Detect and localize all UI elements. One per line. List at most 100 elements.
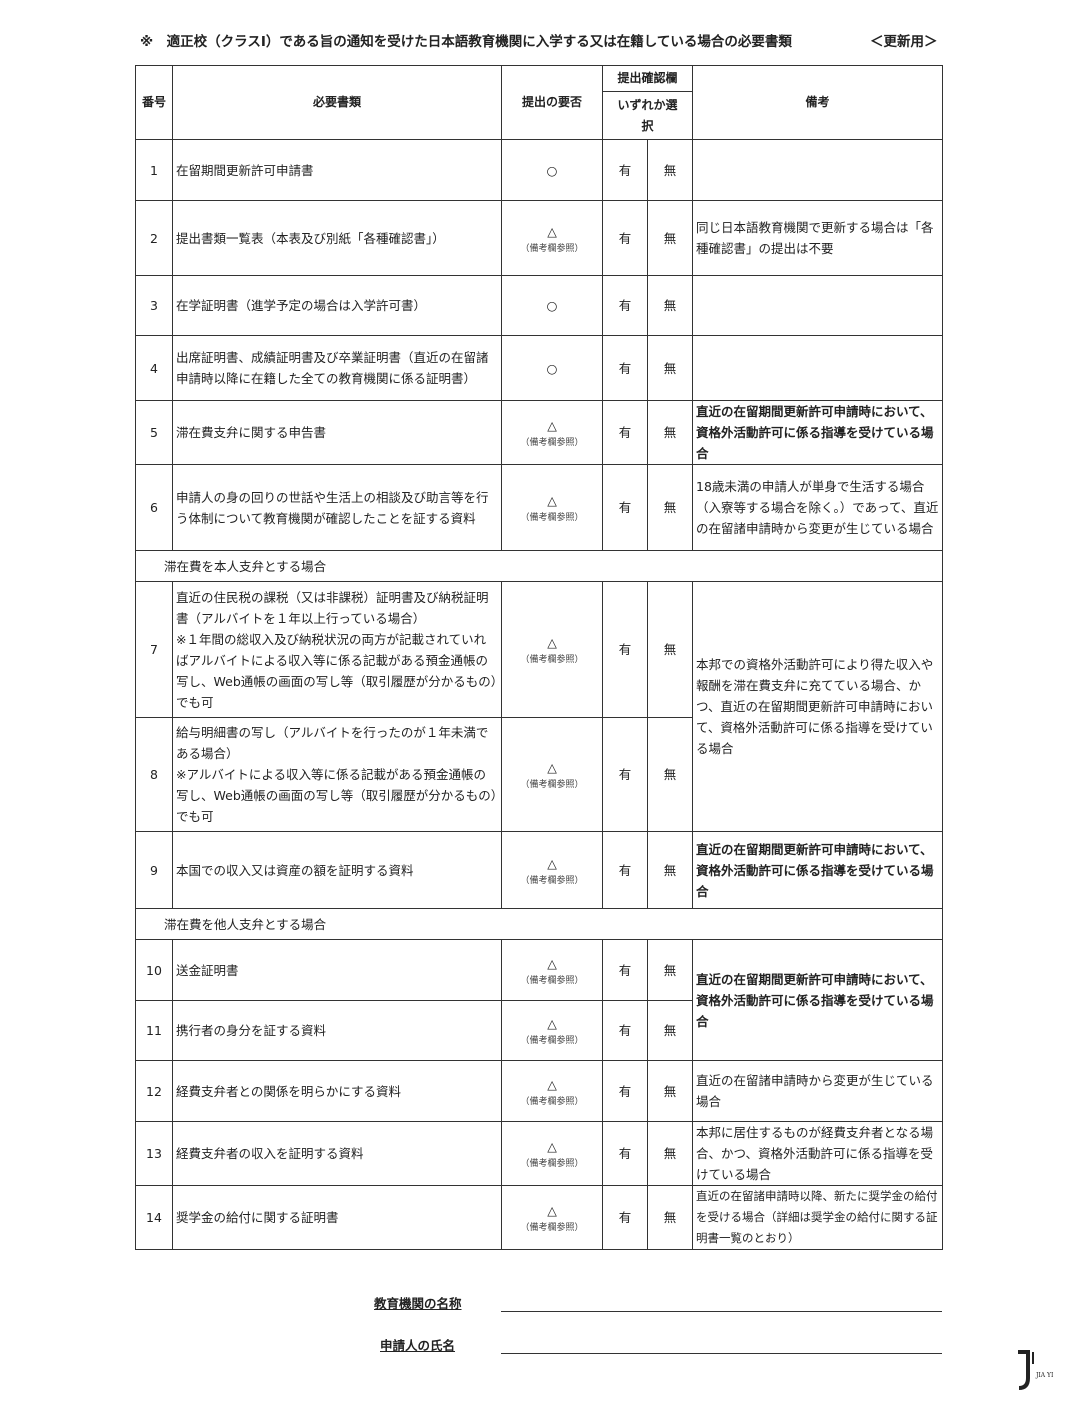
remarks-reference-note: （備考欄参照） xyxy=(520,1223,584,1233)
school-name-label: 教育機関の名称 xyxy=(374,1296,462,1311)
option-no[interactable]: 無 xyxy=(646,939,694,1001)
row-number: 2 xyxy=(135,200,173,276)
document-name: 在留期間更新許可申請書 xyxy=(172,139,502,201)
row-number: 14 xyxy=(135,1185,173,1250)
applicant-name-field[interactable] xyxy=(501,1353,942,1354)
required-symbol: ○ xyxy=(546,360,558,376)
remarks-cell: 本邦での資格外活動許可により得た収入や報酬を滞在費支弁に充てている場合、かつ、直… xyxy=(692,581,944,832)
remarks-reference-note: （備考欄参照） xyxy=(520,875,584,886)
section-row: 滞在費を本人支弁とする場合 xyxy=(134,550,944,582)
option-no[interactable]: 無 xyxy=(646,1060,694,1122)
row-number: 3 xyxy=(135,275,173,336)
document-name: 経費支弁者の収入を証明する資料 xyxy=(172,1121,502,1186)
option-no[interactable]: 無 xyxy=(646,581,694,718)
row-number: 7 xyxy=(135,581,173,718)
remarks-reference-note: （備考欄参照） xyxy=(520,513,584,523)
remarks-reference-note: （備考欄参照） xyxy=(520,1096,584,1107)
option-yes[interactable]: 有 xyxy=(602,717,648,832)
table-row: 1 在留期間更新許可申請書 ○ 有無 xyxy=(135,139,944,201)
required-mark: △ （備考欄参照） xyxy=(501,1000,603,1061)
table-row: 2 提出書類一覧表（本表及び別紙「各種確認書」） △ （備考欄参照） 有無同じ日本語教育… xyxy=(135,200,944,276)
option-no[interactable]: 無 xyxy=(646,400,694,465)
remarks-cell: 同じ日本語教育機関で更新する場合は「各種確認書」の提出は不要 xyxy=(692,200,944,276)
required-mark: △ （備考欄参照） xyxy=(501,717,603,832)
option-no[interactable]: 無 xyxy=(646,464,694,551)
section-label: 滞在費を他人支弁とする場合 xyxy=(134,908,944,940)
title-suffix: ＜更新用＞ xyxy=(870,34,938,50)
required-symbol: △ xyxy=(547,223,557,239)
remarks-reference-note: （備考欄参照） xyxy=(520,780,584,790)
table-row: 4 出席証明書、成績証明書及び卒業証明書（直近の在留諸申請時以降に在籍した全ての教… xyxy=(135,335,944,401)
header-document: 必要書類 xyxy=(172,65,502,140)
option-yes[interactable]: 有 xyxy=(602,400,648,465)
remarks-cell: 本邦に居住するものが経費支弁者となる場合、かつ、資格外活動許可に係る指導を受けて… xyxy=(692,1121,944,1186)
required-symbol: ○ xyxy=(546,298,558,313)
required-mark: △ （備考欄参照） xyxy=(501,581,603,718)
row-number: 10 xyxy=(135,939,173,1001)
required-mark: ○ xyxy=(501,335,603,401)
required-symbol: △ xyxy=(547,955,557,971)
required-mark: ○ xyxy=(501,139,603,201)
option-no[interactable]: 無 xyxy=(646,1121,694,1186)
document-name: 在学証明書（進学予定の場合は入学許可書） xyxy=(172,275,502,336)
header-check: 提出確認欄 xyxy=(601,65,694,92)
page-title: ※ 適正校（クラスⅠ）である旨の通知を受けた日本語教育機関に入学する又は在籍して… xyxy=(140,30,938,50)
remarks-reference-note: （備考欄参照） xyxy=(520,655,584,665)
applicant-name-label: 申請人の氏名 xyxy=(380,1338,456,1353)
option-no[interactable]: 無 xyxy=(646,831,694,909)
document-name: 送金証明書 xyxy=(172,939,502,1001)
required-symbol: △ xyxy=(547,635,557,650)
table-row: 8 給与明細書の写し（アルバイトを行ったのが１年未満である場合） ※アルバイトによ… xyxy=(135,717,943,832)
option-yes[interactable]: 有 xyxy=(602,581,648,718)
required-mark: ○ xyxy=(501,275,603,336)
remarks-cell: 18歳未満の申請人が単身で生活する場合（入寮等する場合を除く。）であって、直近の… xyxy=(692,464,944,551)
required-mark: △ （備考欄参照） xyxy=(501,1060,603,1122)
option-yes[interactable]: 有 xyxy=(602,1060,648,1122)
remarks-cell xyxy=(692,335,944,401)
option-no[interactable]: 無 xyxy=(646,335,694,401)
option-no[interactable]: 無 xyxy=(646,139,694,201)
document-name: 出席証明書、成績証明書及び卒業証明書（直近の在留諸申請時以降に在籍した全ての教育… xyxy=(172,335,502,401)
school-name-field[interactable] xyxy=(501,1311,942,1312)
document-name: 提出書類一覧表（本表及び別紙「各種確認書」） xyxy=(172,200,502,276)
option-no[interactable]: 無 xyxy=(646,1185,694,1250)
table-row: 10 送金証明書 △ （備考欄参照） 有無直近の在留期間更新許可申請時において、資格外活… xyxy=(135,939,944,1061)
header-no: 番号 xyxy=(135,65,173,140)
document-name: 給与明細書の写し（アルバイトを行ったのが１年未満である場合） ※アルバイトによる… xyxy=(172,717,502,832)
table-row: 11 携行者の身分を証する資料 △ （備考欄参照） 有無 xyxy=(135,1000,943,1061)
required-mark: △ （備考欄参照） xyxy=(501,464,603,551)
title-text: ※ 適正校（クラスⅠ）である旨の通知を受けた日本語教育機関に入学する又は在籍して… xyxy=(140,34,792,50)
option-no[interactable]: 無 xyxy=(646,717,694,832)
option-yes[interactable]: 有 xyxy=(602,831,648,909)
option-yes[interactable]: 有 xyxy=(602,1121,648,1186)
option-yes[interactable]: 有 xyxy=(602,139,648,201)
section-label: 滞在費を本人支弁とする場合 xyxy=(134,550,944,582)
option-yes[interactable]: 有 xyxy=(602,1185,648,1250)
option-no[interactable]: 無 xyxy=(646,200,694,276)
row-number: 11 xyxy=(135,1000,173,1061)
required-symbol: ○ xyxy=(546,162,558,178)
option-yes[interactable]: 有 xyxy=(602,464,648,551)
table-row: 14 奨学金の給付に関する証明書 △ （備考欄参照） 有無直近の在留諸申請時以降、新たに… xyxy=(135,1185,944,1250)
document-name: 申請人の身の回りの世話や生活上の相談及び助言等を行う体制について教育機関が確認し… xyxy=(172,464,502,551)
table-row: 7 直近の住民税の課税（又は非課税）証明書及び納税証明書（アルバイトを１年以上行っ… xyxy=(135,581,944,832)
remarks-cell: 直近の在留期間更新許可申請時において、資格外活動許可に係る指導を受けている場合 xyxy=(692,831,944,909)
option-yes[interactable]: 有 xyxy=(602,275,648,336)
required-mark: △ （備考欄参照） xyxy=(501,200,603,276)
table-row: 9 本国での収入又は資産の額を証明する資料 △ （備考欄参照） 有無直近の在留期間更新許… xyxy=(135,831,944,909)
header-remarks: 備考 xyxy=(692,65,944,140)
required-mark: △ （備考欄参照） xyxy=(501,1121,603,1186)
required-symbol: △ xyxy=(547,493,557,508)
option-no[interactable]: 無 xyxy=(646,275,694,336)
option-yes[interactable]: 有 xyxy=(602,939,648,1001)
jiayi-logo: JIA YI xyxy=(1018,1350,1054,1390)
remarks-reference-note: （備考欄参照） xyxy=(520,975,584,986)
option-no[interactable]: 無 xyxy=(646,1000,694,1061)
required-mark: △ （備考欄参照） xyxy=(501,831,603,909)
required-mark: △ （備考欄参照） xyxy=(501,1185,603,1250)
option-yes[interactable]: 有 xyxy=(602,1000,648,1061)
document-name: 経費支弁者との関係を明らかにする資料 xyxy=(172,1060,502,1122)
remarks-cell xyxy=(692,275,944,336)
option-yes[interactable]: 有 xyxy=(602,335,648,401)
option-yes[interactable]: 有 xyxy=(602,200,648,276)
